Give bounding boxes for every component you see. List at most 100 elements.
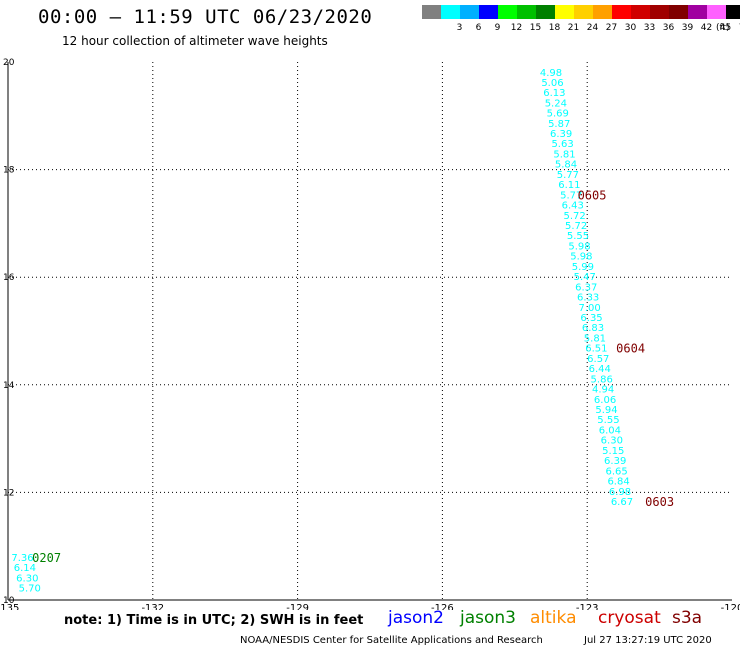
data-label: 6.65: [606, 466, 628, 477]
data-label: 5.63: [551, 139, 573, 150]
data-label: 5.77: [557, 170, 579, 181]
data-label: 6.51: [585, 344, 607, 355]
data-label: 5.69: [547, 109, 569, 120]
colorbar-swatch: [707, 5, 726, 19]
colorbar-tick-label: 70: [735, 23, 740, 33]
data-label: 6.35: [580, 313, 602, 324]
y-tick-label: 18: [3, 166, 15, 176]
y-tick-label: 14: [3, 381, 15, 391]
data-label: 6.13: [543, 88, 565, 99]
data-label: 5.55: [567, 231, 589, 242]
data-label: 6.37: [575, 282, 597, 293]
data-label: 6.83: [582, 323, 604, 334]
colorbar-tick-label: 45: [719, 23, 732, 33]
data-label: 5.70: [19, 584, 41, 595]
colorbar-swatch: [479, 5, 498, 19]
data-label: 6.14: [14, 563, 36, 574]
chart-title: 00:00 – 11:59 UTC 06/23/2020: [38, 6, 373, 28]
colorbar-tick-label: 33: [643, 23, 656, 33]
data-label: 7.00: [578, 303, 600, 314]
y-tick-label: 10: [3, 596, 15, 606]
colorbar-swatch: [517, 5, 536, 19]
colorbar-swatch: [422, 5, 441, 19]
pass-label: 0207: [32, 551, 61, 565]
colorbar-swatch: [498, 5, 517, 19]
x-tick-label: -132: [141, 603, 164, 610]
data-label: 5.72: [565, 221, 587, 232]
credit-line: NOAA/NESDIS Center for Satellite Applica…: [240, 635, 543, 646]
data-label: 5.98: [568, 241, 590, 252]
colorbar-swatch: [574, 5, 593, 19]
colorbar-tick-label: 24: [586, 23, 599, 33]
colorbar-swatch: [669, 5, 688, 19]
data-label: 5.55: [597, 415, 619, 426]
data-label: 6.11: [558, 180, 580, 191]
satellite-legend-cryosat: cryosat: [598, 608, 661, 628]
colorbar-tick-label: 3: [456, 23, 463, 33]
data-label: 5.81: [584, 333, 606, 344]
data-label: 6.67: [611, 497, 633, 508]
data-label: 5.72: [564, 211, 586, 222]
colorbar-swatch: [631, 5, 650, 19]
colorbar-swatch: [536, 5, 555, 19]
x-tick-label: -120: [721, 603, 740, 610]
pass-label: 0603: [645, 495, 674, 509]
satellite-legend-jason3: jason3: [460, 608, 516, 628]
data-label: 6.44: [589, 364, 611, 375]
x-tick-label: -126: [431, 603, 454, 610]
colorbar-swatch: [650, 5, 669, 19]
data-label: 6.84: [607, 477, 629, 488]
data-label: 5.47: [574, 272, 596, 283]
colorbar-tick-label: 30: [624, 23, 637, 33]
colorbar-swatch: [441, 5, 460, 19]
data-label: 6.57: [587, 354, 609, 365]
wave-height-plot: -135 -132 -129 -126 -123 -120 10 12 14 16 18 20 4.98…: [0, 58, 740, 610]
data-label: 6.30: [601, 436, 623, 447]
data-label: 5.77: [560, 190, 582, 201]
colorbar-swatch: [555, 5, 574, 19]
colorbar-tick-label: 15: [529, 23, 542, 33]
data-label: 5.24: [545, 98, 567, 109]
colorbar-swatch: [688, 5, 707, 19]
colorbar-swatch: [612, 5, 631, 19]
colorbar-tick-label: 12: [510, 23, 523, 33]
data-label: 5.84: [555, 160, 577, 171]
colorbar-tick-label: 6: [475, 23, 482, 33]
colorbar-tick-label: 36: [662, 23, 675, 33]
y-tick-label: 20: [3, 58, 15, 68]
data-label: 6.04: [599, 425, 621, 436]
colorbar-swatch: [460, 5, 479, 19]
footer-note: note: 1) Time is in UTC; 2) SWH is in fe…: [64, 613, 364, 628]
data-label: 5.06: [541, 78, 563, 89]
colorbar-swatch: [726, 5, 740, 19]
data-label: 5.86: [591, 374, 613, 385]
colorbar-swatch: [593, 5, 612, 19]
data-label: 5.81: [553, 149, 575, 160]
generation-timestamp: Jul 27 13:27:19 UTC 2020: [584, 635, 712, 646]
satellite-legend-altika: altika: [530, 608, 577, 628]
data-label: 6.30: [16, 573, 38, 584]
colorbar-tick-label: 9: [494, 23, 501, 33]
colorbar-tick-label: 42: [700, 23, 713, 33]
data-label: 6.39: [604, 456, 626, 467]
pass-label: 0605: [578, 188, 607, 202]
data-label: 6.98: [609, 487, 631, 498]
data-label: 6.06: [594, 395, 616, 406]
data-label: 5.15: [602, 446, 624, 457]
data-label: 5.94: [595, 405, 617, 416]
data-label: 4.94: [592, 385, 614, 396]
x-tick-label: -123: [576, 603, 599, 610]
colorbar-tick-label: 39: [681, 23, 694, 33]
y-tick-label: 16: [3, 273, 15, 283]
data-label: 4.98: [540, 68, 562, 79]
colorbar-tick-label: 18: [548, 23, 561, 33]
y-tick-label: 12: [3, 488, 14, 498]
data-label: 5.99: [572, 262, 594, 273]
data-label: 6.39: [550, 129, 572, 140]
data-label: 6.43: [562, 201, 584, 212]
data-label: 5.98: [570, 252, 592, 263]
x-tick-label: -135: [0, 603, 19, 610]
x-tick-label: -129: [286, 603, 309, 610]
chart-subtitle: 12 hour collection of altimeter wave hei…: [62, 34, 328, 48]
pass-label: 0604: [616, 342, 645, 356]
